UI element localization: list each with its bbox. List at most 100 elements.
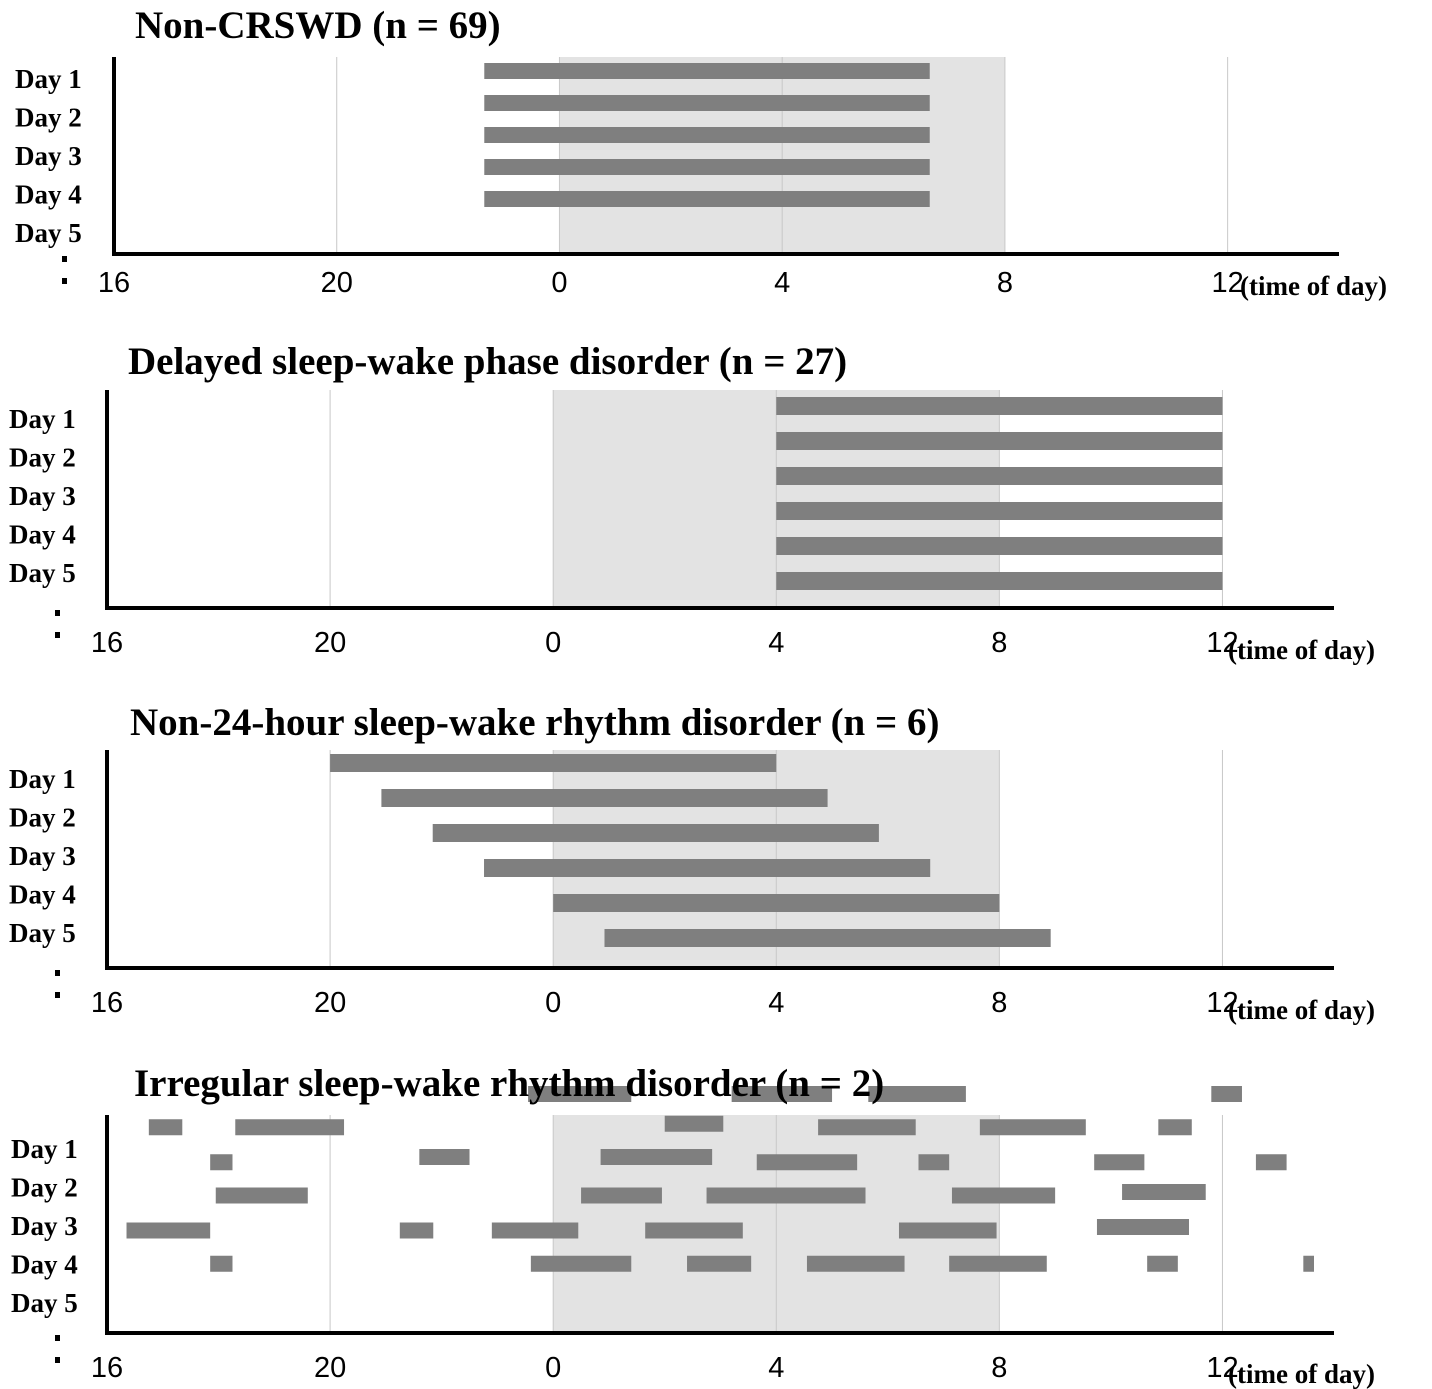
sleep-bar — [148, 1119, 183, 1136]
day-label: Day 4 — [9, 520, 76, 550]
sleep-bar — [979, 1119, 1086, 1136]
day-label: Day 5 — [9, 558, 76, 588]
day-label: Day 2 — [9, 443, 76, 473]
sleep-bar — [776, 572, 1223, 590]
continuation-dot — [55, 632, 60, 638]
x-tick-label: 8 — [997, 267, 1013, 299]
sleep-bar — [1303, 1255, 1314, 1272]
sleep-bar — [1147, 1255, 1178, 1272]
sleep-bar — [210, 1255, 233, 1272]
x-axis-label: (time of day) — [1228, 1359, 1375, 1389]
sleep-bar — [776, 397, 1223, 415]
sleep-bar — [687, 1255, 752, 1272]
x-tick-label: 0 — [545, 987, 561, 1019]
x-tick-label: 0 — [545, 1352, 561, 1384]
sleep-bar — [210, 1154, 233, 1171]
day-label: Day 5 — [15, 218, 82, 248]
sleep-bar — [1122, 1184, 1206, 1200]
sleep-bar — [432, 824, 879, 842]
day-label: Day 1 — [9, 404, 76, 434]
panel-irregular: Irregular sleep-wake rhythm disorder (n … — [11, 1062, 1375, 1389]
sleep-bar — [949, 1255, 1047, 1272]
sleep-bar — [776, 432, 1223, 450]
sleep-bar — [330, 754, 777, 772]
sleep-bar — [1211, 1086, 1242, 1102]
x-tick-label: 16 — [91, 1352, 123, 1384]
sleep-bar — [731, 1086, 833, 1102]
panel-title: Irregular sleep-wake rhythm disorder (n … — [134, 1062, 884, 1105]
panel-non-24-hour: Non-24-hour sleep-wake rhythm disorder (… — [9, 701, 1375, 1025]
panel-delayed-phase: Delayed sleep-wake phase disorder (n = 2… — [9, 340, 1375, 665]
panel-title: Delayed sleep-wake phase disorder (n = 2… — [128, 340, 847, 383]
sleep-bar — [776, 502, 1223, 520]
x-tick-label: 20 — [314, 1352, 346, 1384]
day-label: Day 1 — [11, 1134, 78, 1164]
panel-title: Non-24-hour sleep-wake rhythm disorder (… — [130, 701, 939, 744]
day-label: Day 1 — [9, 764, 76, 794]
panel-non-crswd: Non-CRSWD (n = 69) Day 1 Day 2 Day 3 Day 4 Da… — [15, 4, 1387, 301]
sleep-bar — [1158, 1119, 1192, 1136]
sleep-bar — [581, 1187, 662, 1204]
sleep-bar — [530, 1255, 632, 1272]
sleep-bar — [235, 1119, 345, 1136]
day-label: Day 3 — [15, 141, 82, 171]
day-label: Day 5 — [9, 918, 76, 948]
x-tick-label: 0 — [551, 267, 567, 299]
continuation-dot — [55, 610, 60, 616]
sleep-bar — [898, 1222, 997, 1239]
panel-title: Non-CRSWD (n = 69) — [135, 4, 501, 47]
x-tick-label: 0 — [545, 627, 561, 659]
x-tick-label: 8 — [991, 1352, 1007, 1384]
day-label: Day 4 — [11, 1250, 78, 1280]
continuation-dot — [55, 970, 60, 976]
x-tick-label: 20 — [321, 267, 353, 299]
sleep-bar — [484, 859, 931, 877]
x-tick-label: 8 — [991, 987, 1007, 1019]
sleep-bar — [645, 1222, 743, 1239]
continuation-dot — [55, 1357, 60, 1363]
sleep-bar — [419, 1149, 470, 1165]
day-label: Day 4 — [15, 180, 82, 210]
x-tick-label: 12 — [1206, 1352, 1238, 1384]
sleep-bar — [806, 1255, 905, 1272]
day-label: Day 3 — [9, 481, 76, 511]
sleep-bar — [484, 159, 930, 175]
sleep-bar — [868, 1086, 966, 1102]
sleep-bar — [818, 1119, 916, 1136]
day-label: Day 2 — [11, 1173, 78, 1203]
sleep-bar — [528, 1086, 632, 1102]
continuation-dot — [55, 1335, 60, 1341]
x-axis-label: (time of day) — [1228, 635, 1375, 665]
sleep-bar — [600, 1149, 713, 1165]
sleep-bar — [951, 1187, 1056, 1204]
sleep-bar — [399, 1222, 434, 1239]
x-tick-label: 16 — [91, 987, 123, 1019]
continuation-dot — [62, 256, 67, 262]
sleep-bar — [484, 191, 930, 207]
day-label: Day 3 — [11, 1211, 78, 1241]
day-label: Day 2 — [9, 803, 76, 833]
x-axis-label: (time of day) — [1228, 995, 1375, 1025]
x-tick-label: 8 — [991, 627, 1007, 659]
x-tick-label: 4 — [774, 267, 790, 299]
sleep-bar — [126, 1222, 211, 1239]
x-tick-label: 16 — [98, 267, 130, 299]
continuation-dot — [62, 278, 67, 284]
sleep-bar — [553, 894, 1000, 912]
sleep-bar — [215, 1187, 308, 1204]
sleep-bar — [381, 789, 828, 807]
x-tick-label: 4 — [768, 627, 784, 659]
day-label: Day 1 — [15, 64, 82, 94]
sleep-bar — [664, 1115, 724, 1132]
sleep-bar — [756, 1154, 858, 1171]
x-tick-label: 16 — [91, 627, 123, 659]
sleep-bar — [776, 467, 1223, 485]
x-tick-label: 4 — [768, 1352, 784, 1384]
day-label: Day 4 — [9, 880, 76, 910]
sleep-bar — [491, 1222, 579, 1239]
x-tick-label: 12 — [1212, 267, 1244, 299]
day-label: Day 2 — [15, 103, 82, 133]
x-tick-label: 20 — [314, 627, 346, 659]
sleep-bar — [484, 95, 930, 111]
day-label: Day 3 — [9, 841, 76, 871]
